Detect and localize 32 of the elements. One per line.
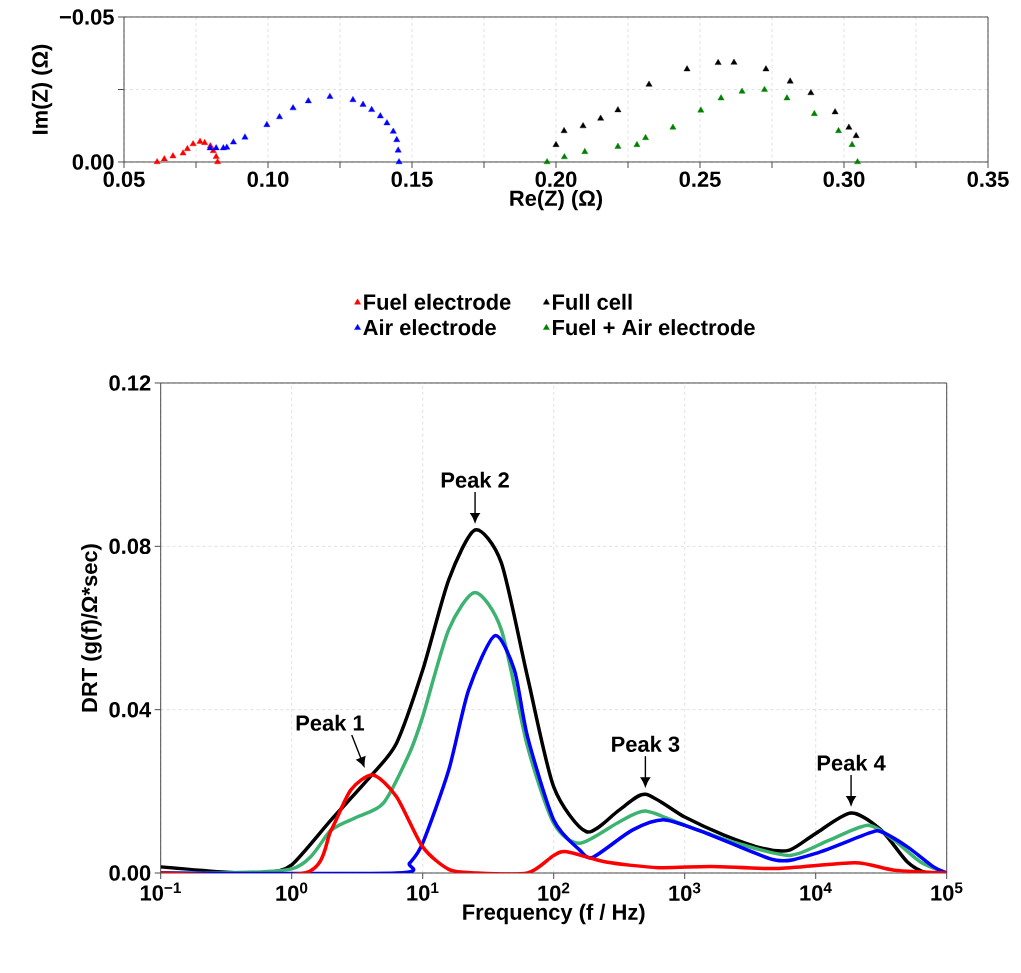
y-tick-label: 0.04 bbox=[109, 701, 152, 718]
x-tick-label: 10$^{0}$ bbox=[276, 882, 308, 901]
x-tick-label: 0.25 bbox=[679, 171, 721, 188]
legend-label: Fuel electrode bbox=[364, 293, 511, 310]
legend-label: Fuel + Air electrode bbox=[552, 319, 755, 336]
x-tick-label: 10$^{−1}$ bbox=[140, 882, 181, 901]
y-tick-label: 0.08 bbox=[109, 538, 151, 555]
legend-label: Air electrode bbox=[363, 319, 496, 336]
x-axis-title: Re(Z) (Ω) bbox=[510, 189, 603, 211]
y-axis-title: Im(Z) (Ω) bbox=[31, 44, 53, 134]
y-axis-title: DRT (g(f)/Ω*sec) bbox=[81, 544, 102, 712]
x-tick-label: 0.35 bbox=[967, 171, 1009, 188]
annotation: Peak 1 bbox=[296, 714, 365, 731]
x-tick-label: 10$^{5}$ bbox=[931, 882, 963, 901]
x-tick-label: 0.15 bbox=[391, 171, 433, 188]
y-tick-label: 0.12 bbox=[109, 375, 151, 391]
x-tick-label: 10$^{1}$ bbox=[407, 882, 439, 901]
y-tick-label: 0.00 bbox=[72, 154, 114, 170]
x-tick-label: 0.30 bbox=[823, 171, 865, 188]
x-tick-label: 0.10 bbox=[247, 171, 289, 188]
x-axis-title: Frequency (f / Hz) bbox=[463, 903, 645, 925]
y-tick-label: −0.05 bbox=[59, 9, 114, 25]
x-tick-label: 0.20 bbox=[535, 171, 577, 188]
x-tick-label: 10$^{4}$ bbox=[800, 882, 832, 901]
x-tick-label: 0.05 bbox=[103, 171, 145, 188]
x-tick-label: 10$^{3}$ bbox=[669, 882, 701, 901]
annotation: Peak 3 bbox=[612, 735, 680, 752]
legend-label: Full cell bbox=[552, 293, 632, 310]
annotation: Peak 4 bbox=[817, 754, 886, 771]
y-tick-label: 0.00 bbox=[109, 865, 151, 881]
x-tick-label: 10$^{2}$ bbox=[538, 882, 570, 901]
annotation: Peak 2 bbox=[441, 471, 509, 488]
